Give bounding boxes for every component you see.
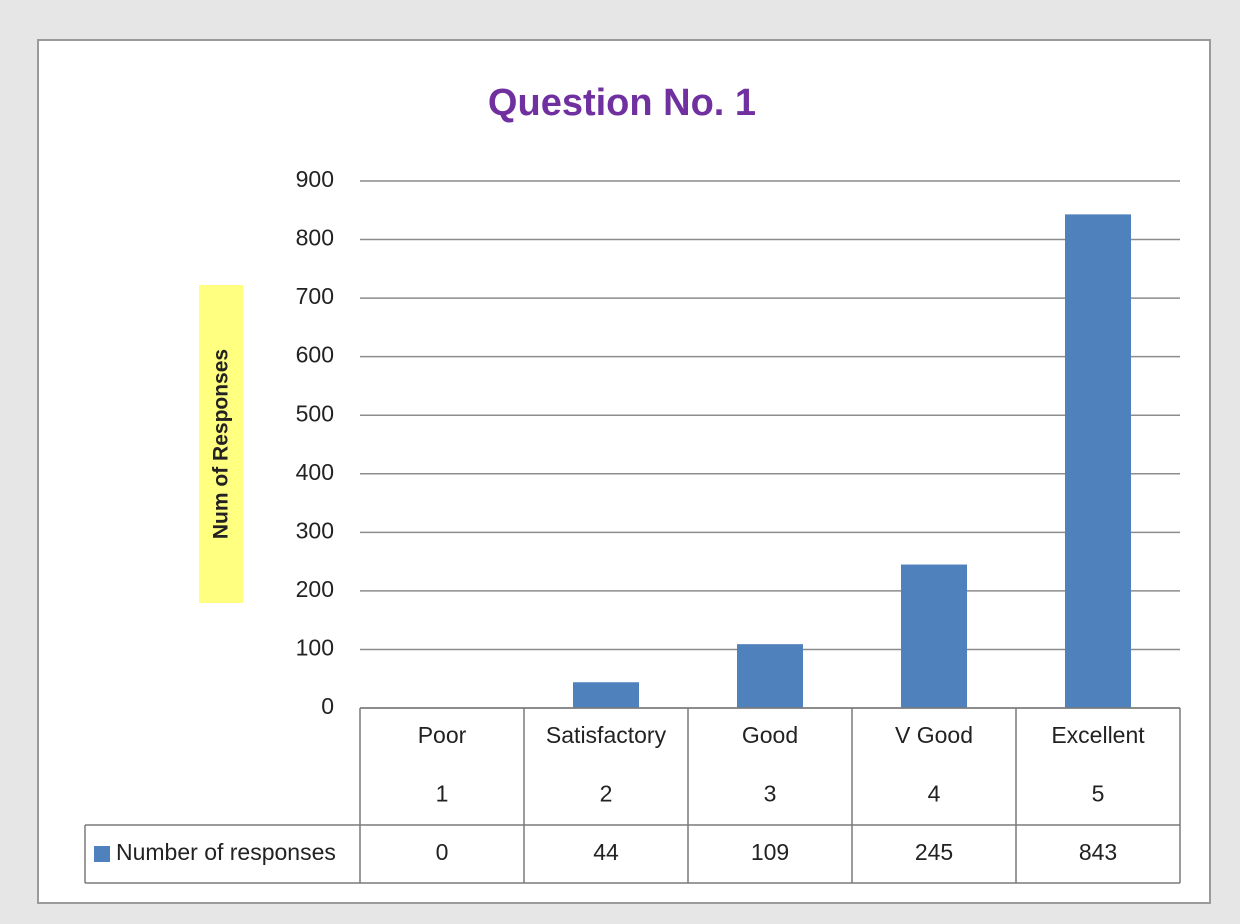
bar xyxy=(1065,214,1131,709)
y-tick-label: 800 xyxy=(296,225,334,251)
y-tick-label: 600 xyxy=(296,342,334,368)
x-tick-code: 1 xyxy=(436,781,449,807)
table-value: 0 xyxy=(436,839,449,865)
x-tick-label: Excellent xyxy=(1051,722,1145,748)
legend-swatch xyxy=(94,846,110,862)
y-tick-label: 900 xyxy=(296,166,334,192)
bar xyxy=(901,564,967,708)
x-tick-code: 4 xyxy=(928,781,941,807)
chart-title: Question No. 1 xyxy=(488,82,756,124)
y-tick-label: 200 xyxy=(296,576,334,602)
table-value: 109 xyxy=(751,839,789,865)
y-tick-label: 100 xyxy=(296,635,334,661)
x-tick-label: Poor xyxy=(418,722,467,748)
y-tick-label: 400 xyxy=(296,459,334,485)
table-value: 44 xyxy=(593,839,619,865)
y-label-highlight xyxy=(199,285,243,603)
y-axis-label: Num of Responses xyxy=(210,349,233,539)
bar xyxy=(573,682,639,708)
x-tick-label: Satisfactory xyxy=(546,722,667,748)
y-tick-label: 700 xyxy=(296,283,334,309)
x-tick-label: V Good xyxy=(895,722,973,748)
y-tick-label: 0 xyxy=(321,693,334,719)
x-tick-code: 2 xyxy=(600,781,613,807)
y-tick-label: 500 xyxy=(296,400,334,426)
bar xyxy=(737,644,803,708)
table-value: 245 xyxy=(915,839,953,865)
y-tick-label: 300 xyxy=(296,517,334,543)
table-value: 843 xyxy=(1079,839,1117,865)
legend-label: Number of responses xyxy=(116,839,336,865)
x-tick-label: Good xyxy=(742,722,798,748)
x-tick-code: 3 xyxy=(764,781,777,807)
x-tick-code: 5 xyxy=(1092,781,1105,807)
